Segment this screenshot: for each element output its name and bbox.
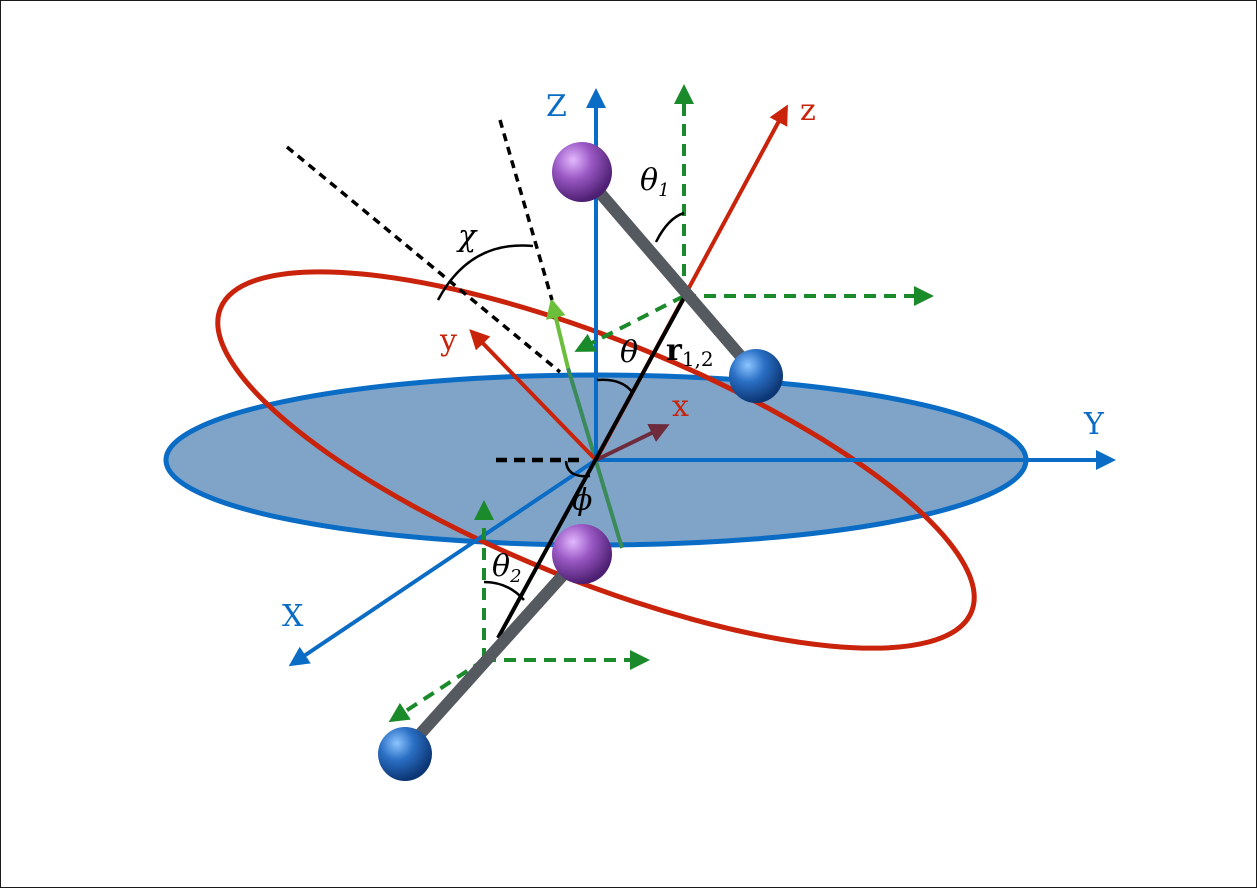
r12-subscript: 1,2 — [682, 347, 714, 371]
green-dashed-diagonal-2 — [388, 658, 486, 723]
chi-reference-line-2 — [498, 119, 554, 301]
lower-molecule-rod — [398, 548, 588, 758]
lab-z-label: Z — [546, 89, 567, 124]
r12-label: r1,2 — [666, 333, 714, 371]
lower-purple-atom — [552, 524, 612, 584]
molecule-z-label: z — [800, 93, 816, 128]
theta1-subscript: 1 — [658, 180, 669, 201]
molecule-y-axis — [469, 329, 598, 462]
lab-x-axis — [288, 458, 598, 667]
theta2-label: θ2 — [492, 549, 522, 587]
chi-reference-line-1 — [285, 145, 562, 374]
lab-y-label: Y — [1083, 407, 1105, 442]
chi-angle-arc — [436, 244, 534, 301]
upper-molecule-rod — [576, 166, 762, 380]
molecule-x-label: x — [672, 389, 689, 424]
upper-purple-atom — [552, 142, 612, 202]
theta2-symbol: θ — [492, 549, 510, 584]
theta1-symbol: θ — [640, 163, 658, 198]
upper-blue-atom — [729, 349, 783, 403]
theta2-subscript: 2 — [509, 566, 521, 587]
light-green-arrow — [546, 298, 570, 369]
chi-label: χ — [456, 219, 478, 254]
molecule-x-axis — [595, 423, 670, 462]
phi-label: ϕ — [572, 483, 592, 518]
theta-angle-arc — [596, 378, 635, 394]
molecule-y-label: y — [439, 323, 457, 358]
separation-vector — [496, 297, 686, 639]
theta1-angle-arc — [654, 211, 685, 243]
lab-x-label: X — [282, 599, 304, 634]
molecule-frame-ellipse — [215, 269, 977, 651]
lower-blue-atom — [378, 727, 432, 781]
theta-label: θ — [620, 335, 638, 370]
r12-symbol: r — [666, 333, 683, 368]
theta1-label: θ1 — [640, 163, 670, 201]
